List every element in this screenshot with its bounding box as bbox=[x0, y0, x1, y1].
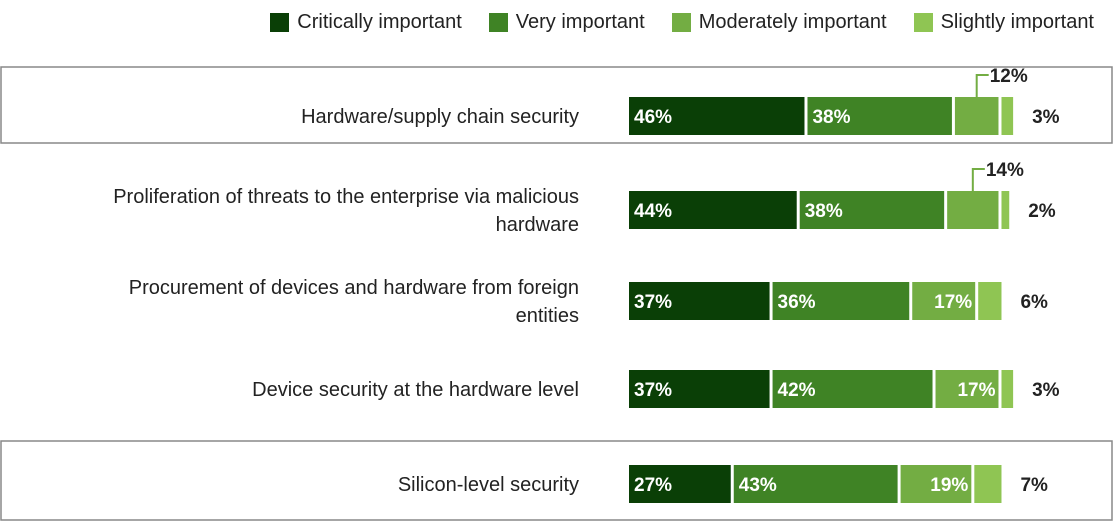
bar-segment bbox=[1001, 97, 1014, 135]
legend-item: Slightly important bbox=[913, 10, 1094, 34]
bar-segment bbox=[799, 191, 945, 229]
category-label: Device security at the hardware level bbox=[252, 379, 579, 401]
category-label: Hardware/supply chain security bbox=[301, 106, 579, 128]
bar-segment bbox=[772, 370, 933, 408]
data-label: 2% bbox=[1028, 201, 1056, 222]
data-label: 38% bbox=[812, 107, 850, 128]
bar-segment bbox=[629, 465, 731, 503]
callout-line bbox=[975, 74, 989, 97]
data-label: 37% bbox=[634, 380, 672, 401]
data-label: 42% bbox=[778, 380, 816, 401]
category-label: Procurement of devices and hardware from… bbox=[129, 277, 579, 327]
bar-segment bbox=[733, 465, 898, 503]
legend: Critically important Very important Modera… bbox=[243, 10, 1094, 34]
legend-swatch bbox=[488, 12, 508, 32]
legend-item: Very important bbox=[488, 10, 645, 34]
bar-segment bbox=[1001, 370, 1014, 408]
legend-item: Critically important bbox=[270, 10, 462, 34]
data-label: 37% bbox=[634, 292, 672, 313]
legend-swatch bbox=[913, 12, 933, 32]
legend-label: Critically important bbox=[297, 11, 462, 33]
data-label: 3% bbox=[1032, 107, 1060, 128]
bar-segment bbox=[974, 465, 1002, 503]
data-label: 38% bbox=[805, 201, 843, 222]
bar-segment bbox=[629, 282, 770, 320]
data-label: 46% bbox=[634, 107, 672, 128]
highlight-frame bbox=[0, 440, 1113, 521]
legend-swatch bbox=[270, 12, 290, 32]
bar-segment bbox=[807, 97, 952, 135]
legend-swatch bbox=[671, 12, 691, 32]
bar-segment bbox=[947, 191, 999, 229]
data-label: 44% bbox=[634, 201, 672, 222]
data-label: 6% bbox=[1020, 292, 1048, 313]
data-label: 7% bbox=[1020, 475, 1048, 496]
data-label: 36% bbox=[778, 292, 816, 313]
category-label: Silicon-level security bbox=[398, 474, 579, 496]
bar-segment bbox=[629, 191, 797, 229]
data-label: 3% bbox=[1032, 380, 1060, 401]
legend-item: Moderately important bbox=[671, 10, 887, 34]
bar-segment bbox=[954, 97, 999, 135]
bar-segment bbox=[935, 370, 999, 408]
legend-label: Slightly important bbox=[940, 11, 1094, 33]
bar-segment bbox=[900, 465, 972, 503]
bar-segment bbox=[629, 97, 805, 135]
data-label: 43% bbox=[739, 475, 777, 496]
legend-label: Moderately important bbox=[698, 11, 887, 33]
data-label: 19% bbox=[930, 475, 968, 496]
data-label: 14% bbox=[986, 160, 1024, 181]
data-label: 17% bbox=[934, 292, 972, 313]
bar-segment bbox=[912, 282, 976, 320]
bar-segment bbox=[1001, 191, 1010, 229]
bar-segment bbox=[978, 282, 1002, 320]
category-label: Proliferation of threats to the enterpri… bbox=[113, 186, 579, 236]
legend-label: Very important bbox=[515, 11, 645, 33]
callout-line bbox=[971, 168, 985, 191]
data-label: 27% bbox=[634, 475, 672, 496]
bar-segment bbox=[772, 282, 910, 320]
data-label: 12% bbox=[990, 66, 1028, 87]
data-label: 17% bbox=[957, 380, 995, 401]
bar-segment bbox=[629, 370, 770, 408]
highlight-frame bbox=[0, 66, 1113, 144]
